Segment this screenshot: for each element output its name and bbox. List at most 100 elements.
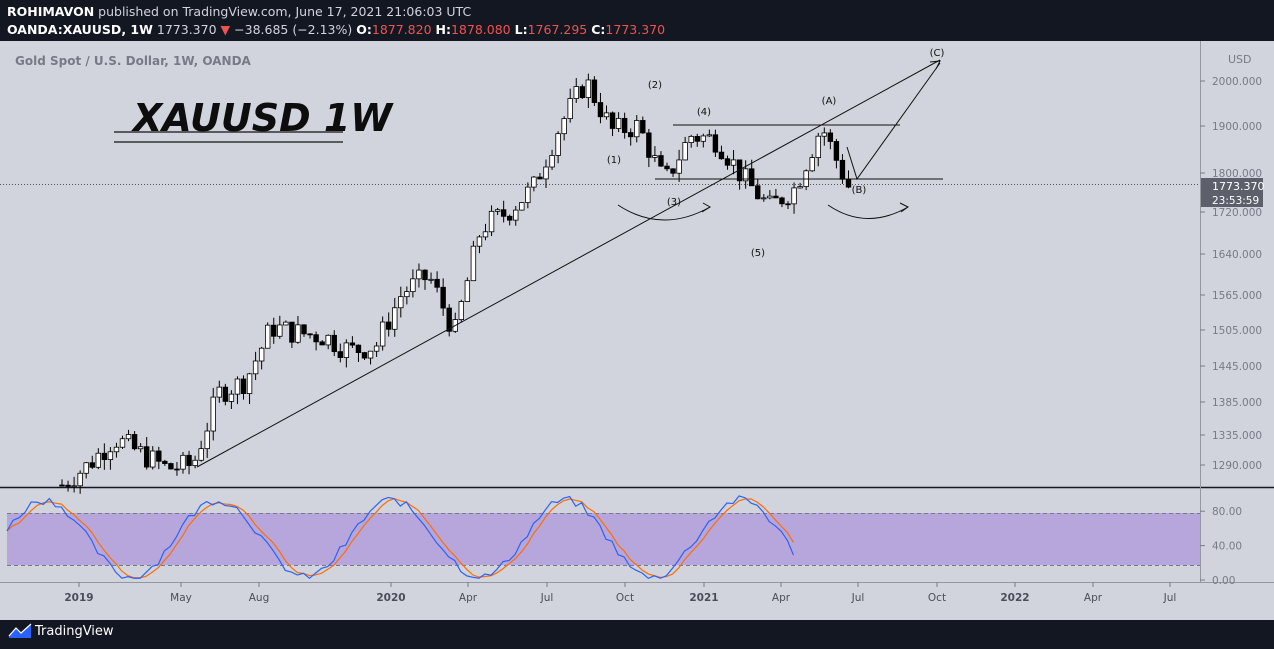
- low-value: 1767.295: [527, 22, 588, 37]
- candle-body: [210, 396, 216, 432]
- candle-body: [422, 269, 428, 281]
- candle-body: [168, 463, 174, 470]
- countdown-label: 23:53:59: [1212, 195, 1259, 207]
- candle-body: [779, 197, 785, 205]
- candle-body: [95, 452, 101, 468]
- candle-body: [646, 132, 652, 158]
- candle-body: [809, 157, 815, 172]
- candle-body: [271, 324, 277, 337]
- chart-canvas[interactable]: 1290.000 1335.000 1385.000 1445.000 1505.000…: [0, 41, 1274, 620]
- wave-1-label: (1): [607, 155, 621, 166]
- candle-body: [295, 324, 301, 343]
- candle-body: [192, 459, 198, 467]
- candle-body: [398, 296, 404, 309]
- candle-body: [694, 136, 700, 142]
- arc-right: [827, 204, 909, 219]
- time-tick-label: 2020: [376, 592, 405, 604]
- candle-body: [373, 345, 380, 352]
- price-change: −38.685 (−2.13%): [234, 22, 353, 37]
- candle-body: [640, 120, 646, 134]
- author: ROHIMAVON: [7, 4, 95, 19]
- candle-body: [216, 386, 222, 398]
- price-tick-label: 1720.000: [1212, 207, 1262, 219]
- candle-body: [634, 120, 640, 138]
- wave-a-label: (A): [822, 96, 837, 107]
- candle-body: [319, 341, 325, 346]
- candle-body: [301, 324, 307, 335]
- candle-body: [283, 321, 289, 326]
- candle-body: [676, 159, 682, 174]
- time-tick-label: May: [170, 592, 192, 604]
- publish-line: ROHIMAVON published on TradingView.com, …: [7, 4, 471, 19]
- candle-body: [410, 278, 416, 293]
- candle-body: [761, 197, 767, 200]
- candle-body: [77, 472, 83, 487]
- candle-body: [827, 132, 834, 142]
- time-tick-label: Apr: [772, 592, 791, 604]
- time-tick-label: Aug: [249, 592, 270, 604]
- candle-body: [513, 209, 519, 221]
- price-tag-label: 1773.370: [1212, 180, 1265, 193]
- close-value: 1773.370: [605, 22, 666, 37]
- wave-5-label: (5): [751, 248, 765, 259]
- candle-body: [749, 168, 755, 187]
- candle-body: [609, 112, 616, 129]
- arc-left-arrowhead: [701, 202, 711, 213]
- candle-body: [688, 136, 694, 143]
- price-tick-label: 1565.000: [1212, 290, 1262, 302]
- candle-body: [785, 203, 791, 206]
- candle-body: [204, 430, 210, 450]
- candle-body: [712, 134, 719, 153]
- candle-body: [755, 185, 761, 200]
- price-ticks: 1290.000 1335.000 1385.000 1445.000 1505.000…: [1200, 76, 1262, 472]
- candle-body: [531, 176, 537, 188]
- time-tick-label: Jul: [851, 592, 865, 604]
- time-tick-label: Jul: [540, 592, 554, 604]
- candle-body: [246, 373, 253, 395]
- candle-body: [150, 450, 156, 468]
- candle-body: [628, 132, 634, 138]
- ohlc-line: OANDA:XAUUSD, 1W 1773.370 ▼ −38.685 (−2.…: [7, 22, 666, 37]
- open-value: 1877.820: [371, 22, 432, 37]
- candle-body: [537, 176, 543, 180]
- candle-body: [573, 86, 579, 99]
- candle-body: [59, 484, 65, 487]
- candle-body: [428, 278, 434, 281]
- candle-body: [137, 446, 144, 450]
- candle-body: [664, 165, 670, 170]
- stoch-band: [7, 513, 1200, 565]
- wave-4-label: (4): [697, 107, 711, 118]
- time-tick-label: 2019: [64, 592, 93, 604]
- tradingview-logo-icon: [8, 623, 32, 638]
- projection-path: [846, 62, 941, 181]
- stoch-tick-label: 0.00: [1212, 575, 1235, 587]
- published-text: published on TradingView.com, June 17, 2…: [98, 4, 472, 19]
- candle-body: [742, 168, 749, 182]
- legend-title: Gold Spot / U.S. Dollar, 1W, OANDA: [15, 54, 252, 68]
- candle-body: [706, 134, 713, 137]
- candle-body: [156, 450, 162, 462]
- candle-body: [506, 215, 513, 221]
- candle-body: [434, 278, 440, 288]
- candle-body: [767, 195, 773, 199]
- candles: [59, 73, 852, 494]
- last-price: 1773.370: [156, 22, 217, 37]
- high-value: 1878.080: [450, 22, 511, 37]
- candle-body: [500, 209, 507, 217]
- tradingview-footer[interactable]: TradingView: [8, 621, 114, 641]
- wave-b-label: (B): [852, 185, 867, 196]
- candle-body: [567, 98, 573, 120]
- candle-body: [186, 454, 192, 467]
- candle-body: [228, 393, 235, 402]
- candle-body: [83, 462, 89, 474]
- candle-body: [355, 344, 362, 353]
- time-tick-label: 2021: [689, 592, 718, 604]
- stoch-tick-label: 40.00: [1212, 541, 1242, 553]
- candle-body: [143, 446, 150, 468]
- candle-body: [125, 434, 132, 440]
- candle-body: [839, 159, 846, 180]
- candle-body: [458, 301, 464, 321]
- candle-body: [730, 159, 737, 166]
- time-tick-label: 2022: [1000, 592, 1029, 604]
- candle-body: [670, 168, 676, 174]
